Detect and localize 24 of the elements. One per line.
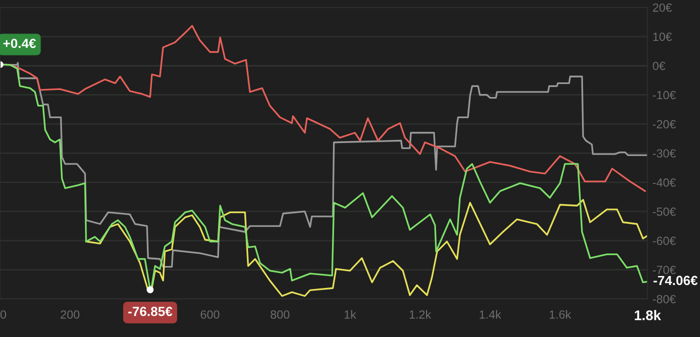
x-tick-label: 200 [60,310,80,319]
y-tick-label: 0€ [652,62,666,70]
annotation: +0.4€ [3,38,36,48]
y-tick-label: 20€ [652,3,672,12]
y-tick-label: -40€ [652,178,676,187]
x-tick-label: 1.8k [634,310,662,320]
x-tick-label: 0 [0,310,6,319]
x-tick-label: 1.4k [480,310,502,319]
x-tick-label: 1.2k [410,310,432,319]
x-tick-label: 800 [270,310,290,319]
y-tick-label: -30€ [652,149,676,158]
y-tick-label: -50€ [652,208,676,216]
x-tick-label: 1k [344,310,356,319]
y-tick-label: -80€ [652,294,676,304]
y-tick-label: 10€ [653,32,672,41]
x-tick-label: 1.6k [550,310,572,319]
y-tick-label: -70€ [652,266,676,274]
y-tick-label: -60€ [652,236,676,246]
annotation: -76.85€ [128,306,172,316]
x-tick-label: 600 [200,310,220,319]
y-tick-label: -20€ [652,120,676,128]
annotation: -74.06€ [654,276,698,286]
line-series [85,198,648,297]
y-tick-label: -10€ [652,90,676,100]
